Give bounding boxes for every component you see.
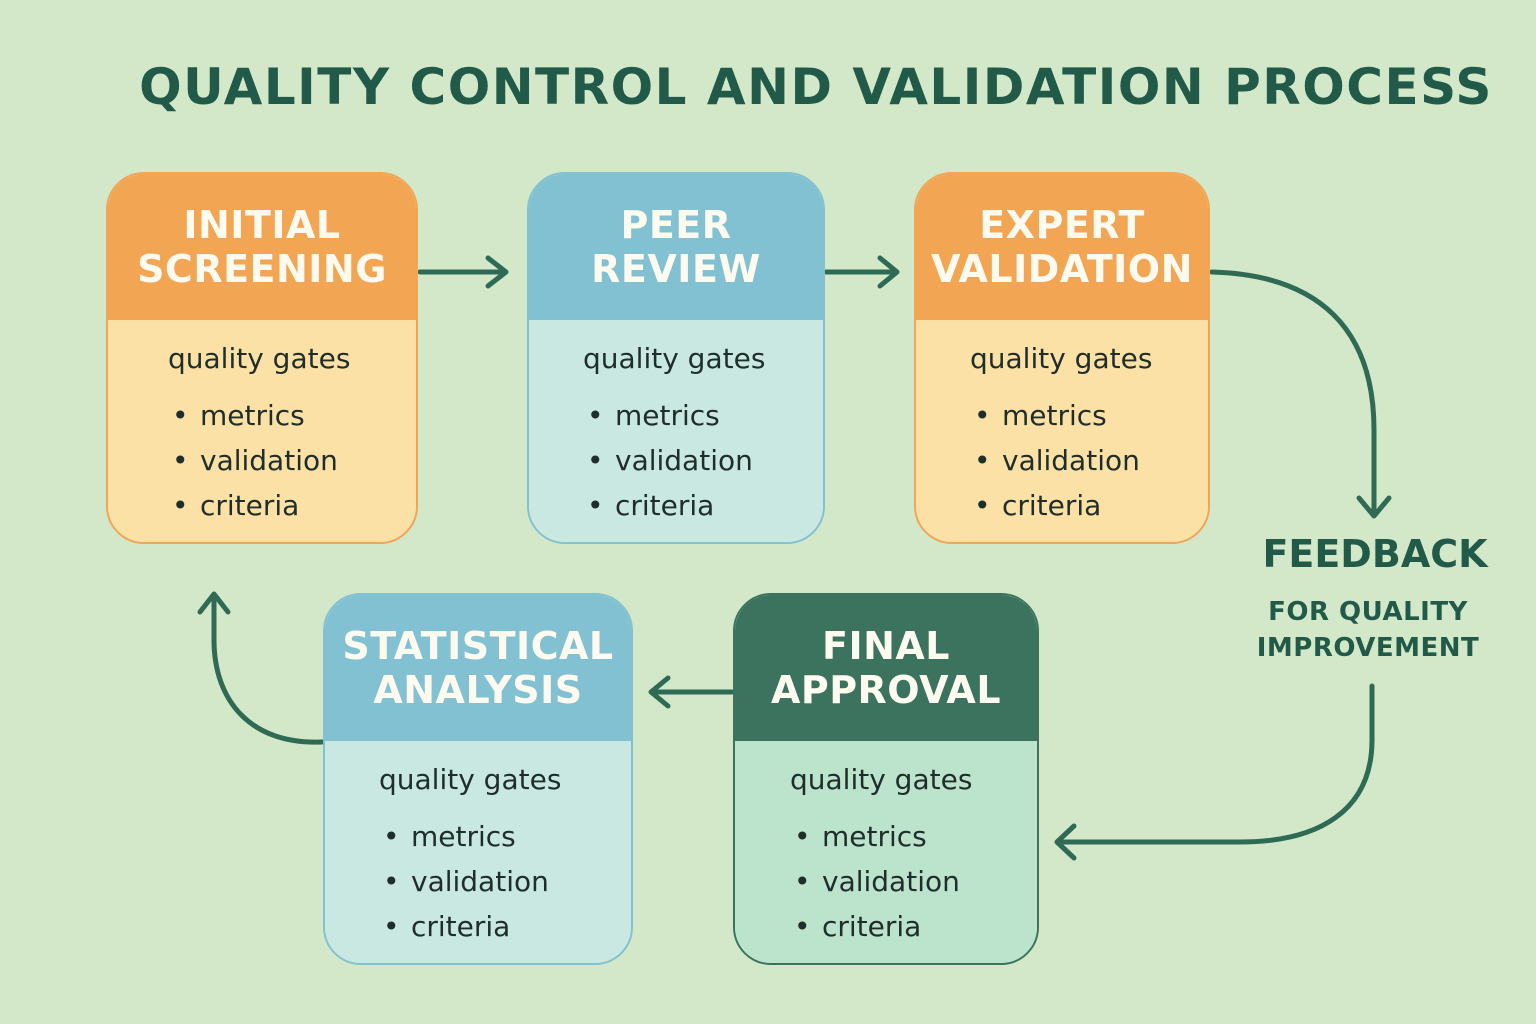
- arrowhead-initial-to-peer: [485, 255, 509, 289]
- stage-card-final-approval: FINAL APPROVAL quality gates • metrics • v…: [733, 593, 1039, 965]
- list-item: • metrics: [383, 814, 631, 859]
- quality-gates-heading: quality gates: [379, 763, 562, 796]
- stage-header: EXPERT VALIDATION: [916, 174, 1208, 320]
- list-item-label: criteria: [200, 489, 300, 522]
- stage-card-expert-validation: EXPERT VALIDATION quality gates • metrics…: [914, 172, 1210, 544]
- list-item: • metrics: [172, 393, 416, 438]
- quality-gates-heading: quality gates: [970, 342, 1153, 375]
- list-item-label: criteria: [615, 489, 715, 522]
- list-item: • validation: [794, 859, 1037, 904]
- bullet: •: [172, 399, 189, 432]
- list-item: • metrics: [974, 393, 1208, 438]
- bullet: •: [587, 489, 604, 522]
- stage-header: STATISTICAL ANALYSIS: [325, 595, 631, 741]
- arrowhead-feedback-to-final: [1054, 823, 1077, 861]
- list-item-label: metrics: [200, 399, 305, 432]
- list-item: • metrics: [587, 393, 823, 438]
- list-item-label: validation: [1002, 444, 1140, 477]
- stage-card-initial-screening: INITIAL SCREENING quality gates • metrics…: [106, 172, 418, 544]
- stage-title-line2: VALIDATION: [931, 247, 1193, 291]
- arrow-statistical-to-initial: [211, 593, 325, 745]
- bullet: •: [794, 820, 811, 853]
- bullet: •: [974, 489, 991, 522]
- stage-title-line1: STATISTICAL: [342, 624, 614, 668]
- bullet: •: [974, 444, 991, 477]
- quality-gates-list: • metrics • validation • criteria: [970, 393, 1208, 528]
- quality-gates-list: • metrics • validation • criteria: [790, 814, 1037, 949]
- bullet: •: [383, 910, 400, 943]
- list-item: • criteria: [587, 483, 823, 528]
- quality-gates-heading: quality gates: [583, 342, 766, 375]
- bullet: •: [587, 399, 604, 432]
- arrowhead-statistical-to-initial: [197, 591, 231, 615]
- stage-title-line2: REVIEW: [591, 247, 761, 291]
- list-item-label: criteria: [822, 910, 922, 943]
- stage-card-peer-review: PEER REVIEW quality gates • metrics • vali…: [527, 172, 825, 544]
- arrow-expert-to-feedback: [1209, 269, 1377, 515]
- stage-card-statistical-analysis: STATISTICAL ANALYSIS quality gates • metr…: [323, 593, 633, 965]
- bullet: •: [587, 444, 604, 477]
- quality-gates-heading: quality gates: [790, 763, 973, 796]
- bullet: •: [172, 444, 189, 477]
- list-item-label: metrics: [1002, 399, 1107, 432]
- quality-gates-list: • metrics • validation • criteria: [583, 393, 823, 528]
- arrowhead-peer-to-expert: [877, 255, 900, 289]
- diagram-title: QUALITY CONTROL AND VALIDATION PROCESS: [139, 58, 1493, 116]
- feedback-title: FEEDBACK: [1262, 532, 1488, 576]
- list-item: • criteria: [383, 904, 631, 949]
- stage-body: quality gates • metrics • validation • crit…: [529, 320, 823, 542]
- list-item-label: metrics: [411, 820, 516, 853]
- list-item-label: validation: [200, 444, 338, 477]
- stage-title-line1: PEER: [620, 203, 732, 247]
- bullet: •: [383, 865, 400, 898]
- stage-header: INITIAL SCREENING: [108, 174, 416, 320]
- stage-body: quality gates • metrics • validation • crit…: [108, 320, 416, 542]
- arrowhead-expert-to-feedback: [1356, 495, 1392, 519]
- list-item: • metrics: [794, 814, 1037, 859]
- list-item: • criteria: [794, 904, 1037, 949]
- list-item-label: validation: [411, 865, 549, 898]
- list-item: • validation: [172, 438, 416, 483]
- stage-title-line1: INITIAL: [183, 203, 341, 247]
- stage-title-line2: ANALYSIS: [373, 668, 583, 712]
- list-item: • validation: [587, 438, 823, 483]
- feedback-subtitle-line1: FOR QUALITY: [1268, 597, 1468, 627]
- bullet: •: [383, 820, 400, 853]
- list-item: • criteria: [974, 483, 1208, 528]
- arrowhead-final-to-statistical: [648, 675, 671, 709]
- quality-gates-heading: quality gates: [168, 342, 351, 375]
- list-item-label: validation: [615, 444, 753, 477]
- bullet: •: [172, 489, 189, 522]
- stage-title-line2: SCREENING: [137, 247, 387, 291]
- arrow-feedback-to-final: [1055, 683, 1375, 845]
- stage-body: quality gates • metrics • validation • crit…: [916, 320, 1208, 542]
- feedback-subtitle: FOR QUALITY IMPROVEMENT: [1238, 594, 1498, 666]
- bullet: •: [974, 399, 991, 432]
- quality-gates-list: • metrics • validation • criteria: [168, 393, 416, 528]
- list-item: • validation: [383, 859, 631, 904]
- list-item: • criteria: [172, 483, 416, 528]
- list-item-label: criteria: [411, 910, 511, 943]
- stage-body: quality gates • metrics • validation • crit…: [735, 741, 1037, 963]
- feedback-subtitle-line2: IMPROVEMENT: [1256, 633, 1480, 663]
- list-item-label: criteria: [1002, 489, 1102, 522]
- stage-header: PEER REVIEW: [529, 174, 823, 320]
- list-item-label: metrics: [615, 399, 720, 432]
- bullet: •: [794, 910, 811, 943]
- list-item-label: metrics: [822, 820, 927, 853]
- quality-gates-list: • metrics • validation • criteria: [379, 814, 631, 949]
- bullet: •: [794, 865, 811, 898]
- list-item-label: validation: [822, 865, 960, 898]
- stage-title-line2: APPROVAL: [770, 668, 1002, 712]
- stage-title-line1: EXPERT: [979, 203, 1145, 247]
- stage-header: FINAL APPROVAL: [735, 595, 1037, 741]
- list-item: • validation: [974, 438, 1208, 483]
- stage-title-line1: FINAL: [821, 624, 951, 668]
- stage-body: quality gates • metrics • validation • crit…: [325, 741, 631, 963]
